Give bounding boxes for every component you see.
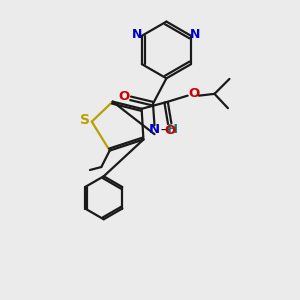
Text: −: − [159,123,171,137]
Text: N: N [132,28,142,41]
Text: N: N [149,123,160,136]
Text: N: N [190,28,201,41]
Text: H: H [167,123,178,136]
Text: O: O [118,90,130,103]
Text: O: O [188,87,199,101]
Text: O: O [165,124,176,137]
Text: S: S [80,113,90,127]
